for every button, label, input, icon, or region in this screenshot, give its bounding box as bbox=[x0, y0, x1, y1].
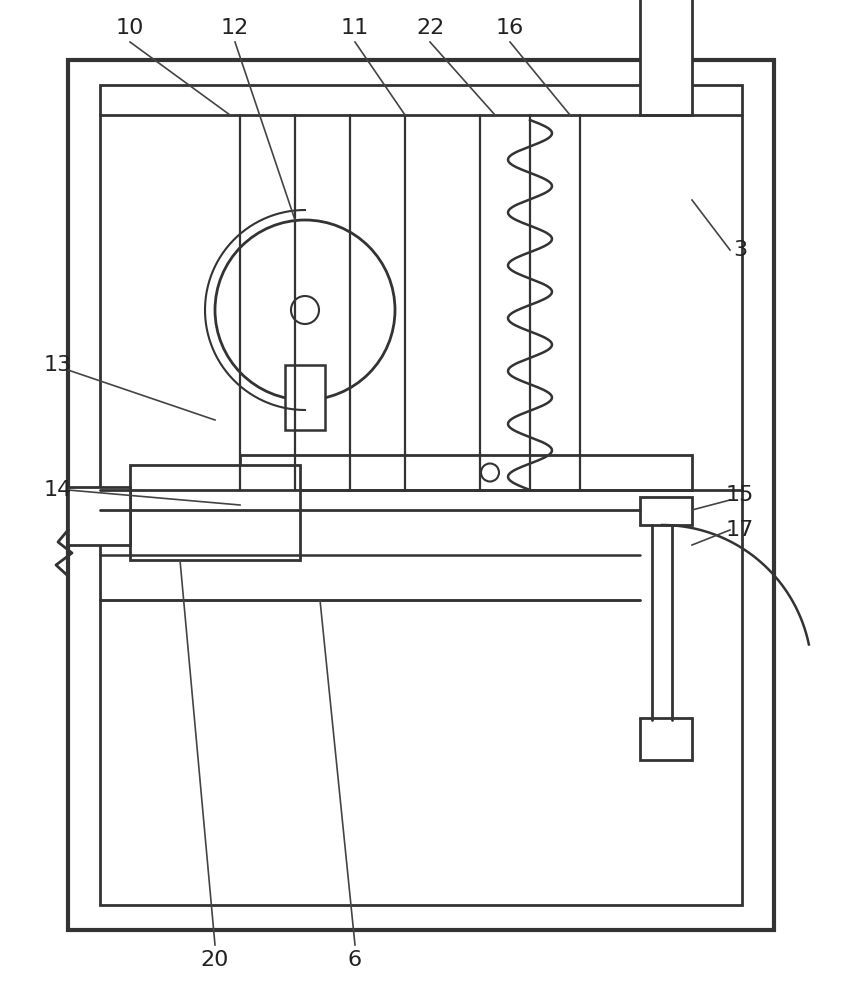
Bar bbox=[640, 718, 692, 760]
Text: 11: 11 bbox=[341, 18, 369, 38]
Text: 13: 13 bbox=[44, 355, 72, 375]
Text: 20: 20 bbox=[200, 950, 229, 970]
Bar bbox=[68, 487, 130, 545]
Bar bbox=[640, 497, 692, 525]
Text: 15: 15 bbox=[726, 485, 754, 505]
Text: 14: 14 bbox=[44, 480, 72, 500]
Text: 17: 17 bbox=[726, 520, 754, 540]
Text: 12: 12 bbox=[221, 18, 249, 38]
Bar bbox=[285, 365, 325, 430]
Text: 16: 16 bbox=[496, 18, 524, 38]
Bar bbox=[240, 455, 692, 490]
Text: 22: 22 bbox=[416, 18, 444, 38]
Text: 6: 6 bbox=[348, 950, 362, 970]
Bar bbox=[130, 465, 300, 560]
Text: 10: 10 bbox=[116, 18, 144, 38]
Bar bbox=[100, 85, 742, 905]
Text: 3: 3 bbox=[733, 240, 747, 260]
Bar bbox=[640, 0, 692, 115]
Bar bbox=[68, 60, 774, 930]
